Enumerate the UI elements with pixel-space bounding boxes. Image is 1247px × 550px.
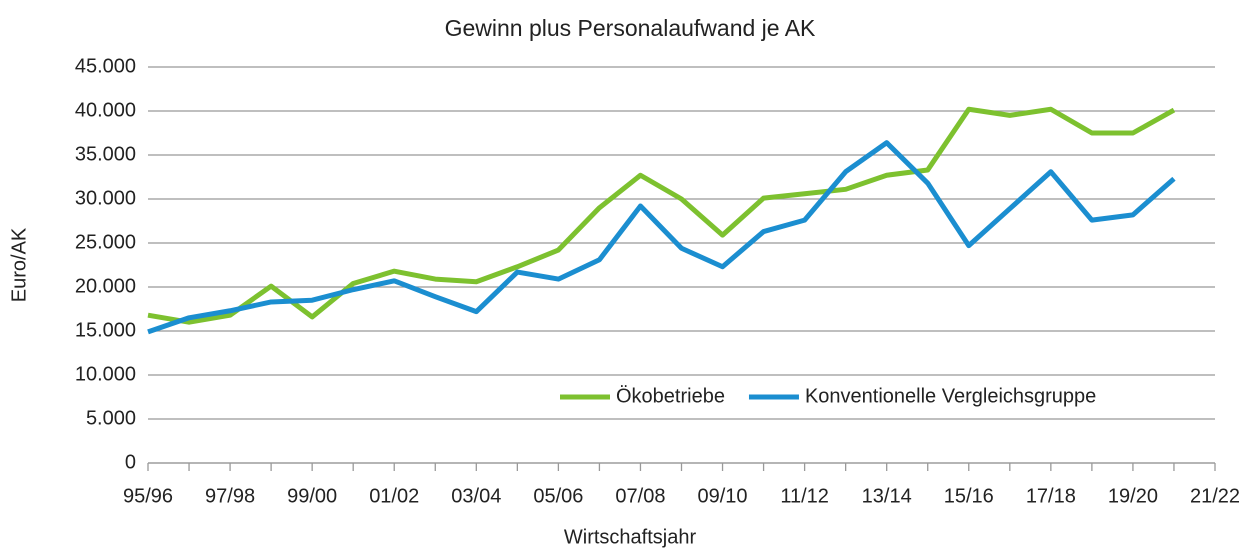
x-axis-title: Wirtschaftsjahr xyxy=(564,526,697,548)
y-tick-label: 45.000 xyxy=(75,55,136,77)
x-tick-label: 01/02 xyxy=(369,485,419,507)
x-tick-label: 15/16 xyxy=(944,485,994,507)
y-axis-title: Euro/AK xyxy=(8,227,30,302)
x-tick-label: 99/00 xyxy=(287,485,337,507)
x-tick-label: 95/96 xyxy=(123,485,173,507)
series-line xyxy=(147,106,1176,325)
series-line xyxy=(147,140,1176,335)
y-tick-label: 35.000 xyxy=(75,143,136,165)
y-tick-label: 30.000 xyxy=(75,187,136,209)
legend-label: Ökobetriebe xyxy=(616,385,725,407)
x-tick-label: 21/22 xyxy=(1190,485,1240,507)
y-tick-label: 0 xyxy=(125,451,136,473)
chart-title: Gewinn plus Personalaufwand je AK xyxy=(445,15,816,41)
y-tick-label: 5.000 xyxy=(86,407,136,429)
x-tick-label: 19/20 xyxy=(1108,485,1158,507)
x-tick-label: 17/18 xyxy=(1026,485,1076,507)
y-tick-label: 25.000 xyxy=(75,231,136,253)
y-tick-label: 20.000 xyxy=(75,275,136,297)
y-tick-label: 40.000 xyxy=(75,99,136,121)
x-tick-label: 09/10 xyxy=(698,485,748,507)
x-tick-label: 03/04 xyxy=(451,485,501,507)
y-tick-label: 15.000 xyxy=(75,319,136,341)
x-tick-label: 97/98 xyxy=(205,485,255,507)
legend-label: Konventionelle Vergleichsgruppe xyxy=(805,385,1096,407)
y-tick-label: 10.000 xyxy=(75,363,136,385)
x-tick-label: 07/08 xyxy=(615,485,665,507)
x-tick-label: 13/14 xyxy=(862,485,912,507)
x-tick-label: 05/06 xyxy=(533,485,583,507)
x-tick-label: 11/12 xyxy=(780,485,829,507)
